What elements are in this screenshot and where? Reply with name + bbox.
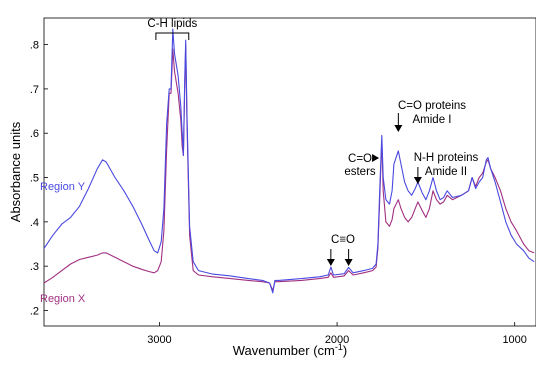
x-tick-label: 3000 bbox=[147, 334, 171, 346]
annotation-ch-lipids-text: C-H lipids bbox=[147, 18, 197, 30]
annotation-nh-proteins-text: N-H proteins bbox=[414, 152, 479, 164]
annotation-co-esters-text: C=O bbox=[348, 153, 372, 165]
y-tick-label: .3 bbox=[30, 261, 39, 273]
series-label-region-y: Region Y bbox=[40, 181, 86, 193]
annotation-nh-proteins-text: Amide II bbox=[425, 166, 467, 178]
annotation-ch-lipids-bracket bbox=[155, 32, 190, 40]
y-tick-label: .5 bbox=[30, 173, 39, 185]
y-tick-label: .6 bbox=[30, 128, 39, 140]
y-axis-title: Absorbance units bbox=[8, 121, 23, 222]
series-label-region-x: Region X bbox=[40, 293, 86, 305]
annotation-co-proteins-text: C=O proteins bbox=[398, 100, 466, 112]
x-tick-label: 1000 bbox=[502, 334, 526, 346]
x-axis-title-sup: -1 bbox=[335, 342, 343, 352]
annotation-c-triple-o-text: C≡O bbox=[331, 234, 355, 246]
x-axis-title-tail: ) bbox=[343, 343, 347, 358]
y-tick-label: .2 bbox=[30, 305, 39, 317]
annotation-co-esters-text: esters bbox=[344, 166, 376, 178]
series-line-region-y bbox=[43, 28, 535, 294]
y-axis-ticks: .2 .3 .4 .5 .6 .7 .8 bbox=[30, 40, 48, 317]
y-tick-label: .7 bbox=[30, 84, 39, 96]
x-axis-ticks: 3000 2000 1000 bbox=[147, 322, 527, 346]
y-tick-label: .4 bbox=[30, 217, 39, 229]
x-axis-title-main: Wavenumber (cm bbox=[233, 343, 335, 358]
x-axis-title: Wavenumber (cm-1) bbox=[233, 342, 347, 358]
x-tick-label: 2000 bbox=[325, 334, 349, 346]
series-lines bbox=[43, 28, 535, 294]
annotation-co-proteins-text: Amide I bbox=[413, 114, 452, 126]
y-tick-label: .8 bbox=[30, 40, 39, 52]
plot-frame bbox=[43, 17, 536, 327]
